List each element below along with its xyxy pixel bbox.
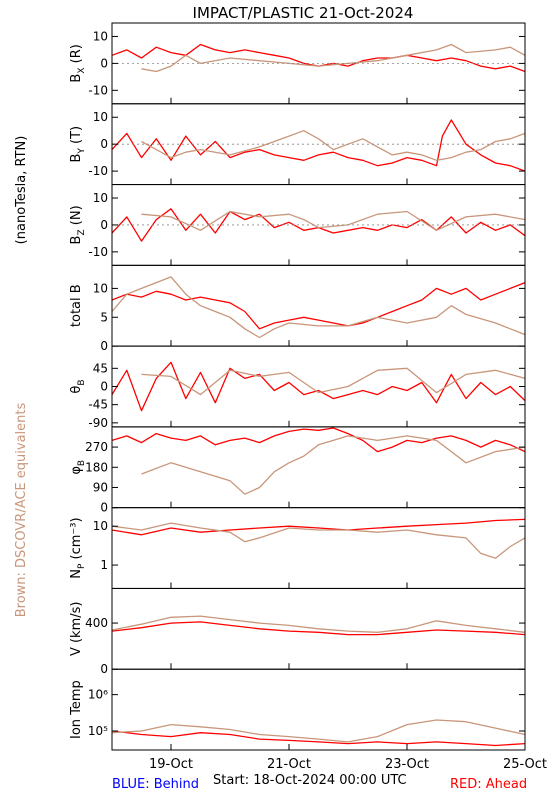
y-axis-label-temp: Ion Temp [69, 680, 84, 739]
series-line-temp-2 [111, 719, 526, 743]
series-line-bz-2 [141, 210, 526, 231]
y-axis-label-by: BY (T) [69, 126, 87, 163]
y-axis-label-v: V (km/s) [69, 602, 84, 657]
y-tick-label-btot-3: 0 [100, 339, 108, 353]
units-note: (nanoTesla, RTN) [14, 136, 29, 245]
panel-frame-btot [111, 264, 526, 347]
series-line-np-2 [111, 522, 526, 559]
y-tick-label-temp-2: 10⁵ [88, 724, 108, 738]
y-axis-label-phi: φB [69, 460, 87, 475]
y-tick-label-phi-3: 90 [93, 480, 108, 494]
footer-blue-label: BLUE: Behind [112, 777, 199, 792]
y-tick-label-v-1: 400 [85, 616, 108, 630]
y-tick-label-v-2: 0 [100, 662, 108, 676]
series-line-temp-1 [111, 730, 526, 747]
y-tick-label-phi-1: 270 [85, 440, 108, 454]
panel-v: 400 0 V (km/s) [69, 587, 526, 676]
y-tick-label-bx-2: 0 [100, 56, 108, 70]
y-tick-label-phi-2: 180 [85, 460, 108, 474]
y-tick-label-np-2: 1 [100, 558, 108, 572]
panel-phi: 270 180 90 0 φB [69, 426, 526, 515]
y-axis-label-bx: BX (R) [69, 44, 87, 82]
y-tick-label-theta-1: 45 [93, 361, 108, 375]
panel-theta: 45 0 -45 -90 θB [69, 345, 526, 430]
series-line-btot-2 [111, 276, 526, 339]
x-tick-label-2: 21-Oct [267, 757, 311, 772]
y-axis-label-btot: total B [69, 284, 84, 327]
footer-start-label: Start: 18-Oct-2024 00:00 UTC [213, 773, 407, 788]
y-tick-label-bx-3: -10 [88, 83, 108, 97]
plot-title: IMPACT/PLASTIC 21-Oct-2024 [193, 4, 414, 22]
dscovr-ace-note: Brown: DSCOVR/ACE equivalents [14, 403, 29, 618]
y-tick-label-by-2: 0 [100, 137, 108, 151]
x-tick-label-1: 19-Oct [149, 757, 193, 772]
series-line-v-2 [111, 615, 526, 633]
y-tick-label-theta-4: -90 [88, 416, 108, 430]
y-tick-label-btot-2: 5 [100, 310, 108, 324]
panel-np: 10 1 NP (cm⁻³) [69, 507, 526, 589]
series-line-bx-2 [141, 43, 526, 73]
x-axis: 19-Oct 21-Oct 23-Oct 25-Oct [149, 757, 547, 772]
y-tick-label-bz-1: 10 [93, 191, 108, 205]
y-tick-label-temp-1: 10⁶ [88, 688, 108, 702]
series-line-phi-2 [141, 435, 526, 495]
y-tick-label-theta-3: -45 [88, 398, 108, 412]
series-line-bx-1 [111, 43, 526, 73]
series-line-theta-1 [111, 361, 526, 412]
panel-btot: 10 5 0 total B [69, 264, 526, 353]
x-tick-label-3: 23-Oct [385, 757, 429, 772]
panel-frame-theta [111, 345, 526, 428]
y-tick-label-phi-4: 0 [100, 501, 108, 515]
series-line-phi-1 [111, 427, 526, 453]
y-axis-label-theta: θB [69, 379, 87, 393]
y-tick-label-np-1: 10 [93, 519, 108, 533]
series-line-v-1 [111, 621, 526, 636]
x-tick-label-4: 25-Oct [503, 757, 547, 772]
series-line-btot-1 [111, 281, 526, 330]
y-tick-label-bx-1: 10 [93, 29, 108, 43]
y-tick-label-btot-1: 10 [93, 281, 108, 295]
y-tick-label-by-1: 10 [93, 110, 108, 124]
series-line-theta-2 [141, 367, 526, 396]
y-tick-label-theta-2: 0 [100, 380, 108, 394]
y-tick-label-bz-2: 0 [100, 218, 108, 232]
series-line-by-1 [111, 119, 526, 172]
panel-frame-np [111, 507, 526, 589]
series-line-by-2 [141, 130, 526, 161]
panel-temp: 10⁶ 10⁵ Ion Temp [69, 668, 526, 751]
series-line-np-1 [111, 518, 526, 536]
y-tick-label-by-3: -10 [88, 164, 108, 178]
panel-frame-temp [111, 668, 526, 751]
y-axis-label-bz: BZ (N) [69, 205, 87, 244]
y-axis-label-np: NP (cm⁻³) [69, 517, 87, 578]
y-tick-label-bz-3: -10 [88, 245, 108, 259]
footer-red-label: RED: Ahead [450, 777, 527, 792]
